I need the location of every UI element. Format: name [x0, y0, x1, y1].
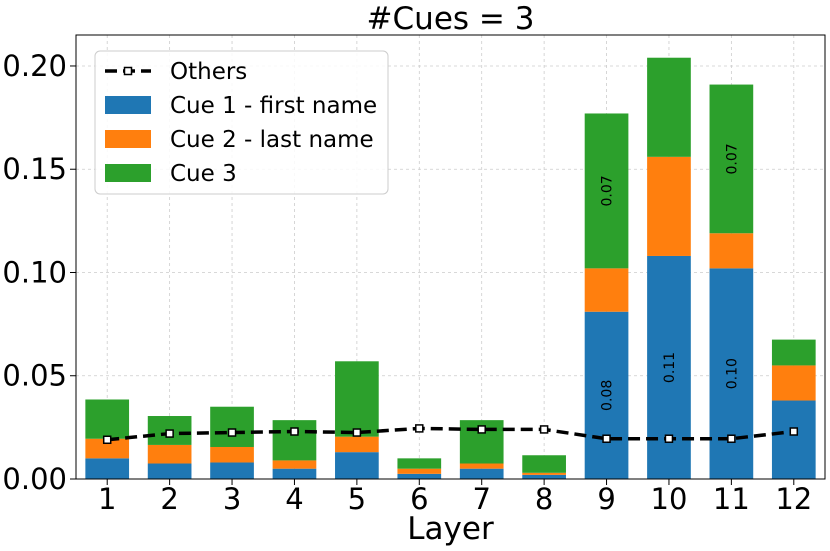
others-point	[102, 435, 112, 445]
plot-frame	[75, 34, 826, 480]
legend-line-marker	[123, 66, 133, 76]
legend-label: Cue 3	[170, 161, 237, 187]
y-tick-label: 0.05	[2, 359, 67, 393]
x-axis: 1 2 3 4 5 6 7 8 9 10 11 12	[98, 479, 812, 516]
others-line-path	[107, 426, 794, 442]
x-tick-label: 1	[98, 482, 116, 516]
legend-frame	[94, 50, 389, 195]
bar-segment	[459, 463, 504, 469]
bar-value-label: 0.07	[600, 175, 616, 206]
y-tick-label: 0.00	[2, 462, 67, 496]
bar-segment	[147, 444, 192, 464]
others-line	[102, 424, 799, 445]
legend-label: Others	[170, 59, 247, 85]
bar-segment	[335, 436, 379, 453]
others-point	[227, 428, 237, 437]
legend-label: Cue 2 - last name	[170, 127, 374, 153]
others-point	[602, 434, 611, 443]
bar-value-label: 0.07	[724, 143, 740, 174]
legend-swatch	[105, 130, 151, 148]
chart-title: #Cues = 3	[367, 1, 535, 37]
bar-value-label: 0.11	[662, 352, 678, 383]
bar-value-label: 0.08	[600, 380, 616, 411]
others-point	[539, 425, 549, 434]
bar-segment	[459, 468, 504, 479]
bar-annotations: 0.08 0.07 0.11 0.10 0.07	[600, 143, 741, 411]
bar-segment	[272, 460, 317, 469]
y-tick-label: 0.15	[2, 152, 67, 186]
bar-segment	[272, 420, 317, 461]
legend-label: Cue 1 - first name	[170, 93, 377, 119]
x-tick-label: 10	[651, 482, 688, 516]
legend-swatch	[105, 96, 151, 114]
bar-segment	[397, 468, 442, 474]
bar-segment	[147, 463, 192, 479]
bar-segment	[210, 462, 254, 479]
bar-segment	[584, 268, 629, 312]
bar-segment	[335, 452, 379, 479]
x-tick-label: 11	[713, 482, 750, 516]
bar-segment	[771, 339, 816, 366]
others-point	[727, 434, 736, 443]
others-point	[352, 428, 362, 437]
others-point	[415, 424, 424, 433]
x-tick-label: 6	[410, 482, 428, 516]
bar-segment	[771, 365, 816, 401]
others-point	[290, 427, 299, 436]
legend: Others Cue 1 - first name Cue 2 - last nam…	[94, 50, 389, 195]
x-axis-label: Layer	[407, 511, 494, 547]
bar-segment	[85, 399, 130, 439]
bar-segment	[397, 458, 442, 469]
x-tick-label: 3	[223, 482, 241, 516]
bar-segment	[210, 446, 254, 463]
bar-segment	[522, 472, 566, 475]
x-tick-label: 8	[535, 482, 553, 516]
bar-segment	[272, 468, 317, 479]
bar-segment	[397, 473, 442, 479]
bar-segment	[709, 84, 754, 234]
y-tick-label: 0.20	[2, 49, 67, 83]
y-axis: 0.00 0.05 0.10 0.15 0.20	[2, 49, 76, 496]
x-tick-label: 12	[775, 482, 812, 516]
others-point	[477, 425, 486, 434]
bars	[85, 57, 816, 479]
x-tick-label: 9	[597, 482, 615, 516]
bar-segment	[522, 474, 566, 479]
bar-segment	[85, 438, 130, 459]
bar-segment	[335, 361, 379, 437]
x-tick-label: 5	[348, 482, 366, 516]
bar-segment	[647, 156, 691, 256]
others-point	[789, 427, 799, 436]
bar-value-label: 0.10	[724, 358, 740, 389]
bar-segment	[709, 233, 754, 269]
x-tick-label: 7	[472, 482, 490, 516]
y-tick-label: 0.10	[2, 255, 67, 289]
bar-segment	[522, 455, 566, 473]
x-tick-label: 2	[160, 482, 178, 516]
bar-segment	[210, 406, 254, 447]
x-tick-label: 4	[285, 482, 303, 516]
bar-segment	[584, 311, 629, 479]
bar-segment	[771, 400, 816, 479]
bar-segment	[584, 113, 629, 269]
bar-segment	[709, 268, 754, 479]
legend-swatch	[105, 164, 151, 182]
bar-segment	[647, 57, 691, 157]
others-point	[664, 434, 674, 443]
bar-segment	[85, 458, 130, 479]
others-point	[165, 429, 174, 438]
